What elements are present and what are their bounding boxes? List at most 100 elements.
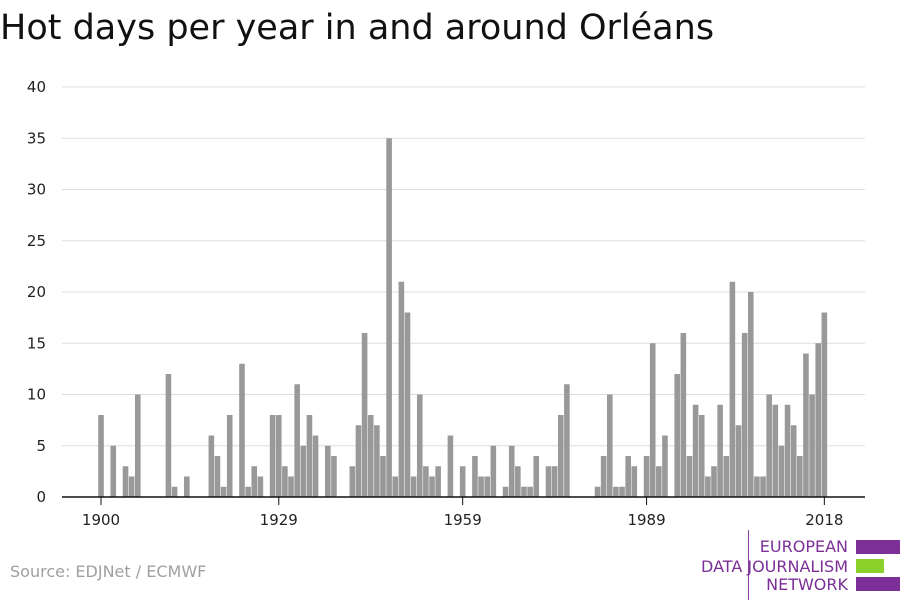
bar-1934 (306, 415, 313, 497)
bar-1995 (680, 333, 687, 497)
bar-2017 (815, 343, 822, 497)
bar-1952 (416, 394, 423, 497)
bar-1924 (245, 486, 251, 497)
x-tick-label-1989: 1989 (627, 511, 665, 529)
bar-1975 (557, 415, 564, 497)
bar-1906 (134, 394, 141, 497)
logo-divider (748, 530, 749, 600)
bar-1931 (288, 476, 294, 497)
bar-2014 (797, 456, 803, 497)
bar-1966 (502, 486, 509, 497)
bar-1925 (251, 466, 258, 497)
bar-1914 (184, 476, 190, 497)
bar-2005 (741, 333, 748, 497)
bar-1963 (484, 476, 490, 497)
x-tick-label-1929: 1929 (260, 511, 298, 529)
bar-1981 (594, 486, 601, 497)
bar-1918 (208, 435, 215, 497)
bar-1998 (698, 415, 705, 497)
bar-2013 (790, 425, 797, 497)
bar-1984 (613, 486, 619, 497)
y-tick-label-10: 10 (27, 386, 46, 404)
bar-1942 (355, 425, 362, 497)
y-tick-label-35: 35 (27, 129, 46, 147)
bar-1987 (631, 466, 638, 497)
logo-line-2: DATA JOURNALISM (701, 557, 848, 576)
bar-1919 (214, 456, 221, 497)
bar-1962 (478, 476, 484, 497)
bar-1996 (686, 456, 693, 497)
bar-1971 (533, 456, 540, 497)
bar-1970 (527, 486, 533, 497)
y-tick-label-0: 0 (36, 488, 46, 506)
bar-1994 (674, 374, 681, 497)
bar-2003 (729, 281, 736, 497)
bar-1976 (564, 384, 570, 497)
bar-1911 (165, 374, 172, 497)
logo-bar-purple-top (856, 540, 900, 554)
bar-1982 (600, 456, 607, 497)
bar-1943 (361, 333, 368, 497)
bar-2002 (723, 456, 730, 497)
source-note: Source: EDJNet / ECMWF (10, 562, 207, 581)
bar-2001 (717, 404, 723, 497)
bar-1949 (398, 281, 405, 497)
bar-1983 (606, 394, 613, 497)
bar-2016 (809, 394, 815, 497)
edjnet-logo: EUROPEAN DATA JOURNALISM NETWORK (660, 530, 900, 600)
x-tick-label-2018: 2018 (805, 511, 843, 529)
bar-2008 (760, 476, 766, 497)
bar-1905 (128, 476, 135, 497)
bar-1944 (367, 415, 374, 497)
bar-1933 (300, 445, 307, 497)
bar-1921 (226, 415, 233, 497)
bar-1904 (122, 466, 129, 497)
bar-1954 (429, 476, 435, 497)
bar-1959 (459, 466, 466, 497)
bar-1973 (545, 466, 552, 497)
bar-1926 (257, 476, 264, 497)
bar-2000 (711, 466, 717, 497)
bar-1941 (349, 466, 356, 497)
bar-1953 (423, 466, 429, 497)
x-tick-label-1900: 1900 (82, 511, 120, 529)
bar-2004 (735, 425, 742, 497)
y-tick-label-20: 20 (27, 283, 46, 301)
bar-1950 (404, 312, 411, 497)
bar-1999 (705, 476, 711, 497)
bar-2009 (766, 394, 772, 497)
bar-2007 (754, 476, 760, 497)
bar-2015 (803, 353, 809, 497)
bar-1946 (380, 456, 386, 497)
bar-1967 (508, 445, 515, 497)
bar-1964 (490, 445, 497, 497)
bar-1986 (625, 456, 631, 497)
x-tick-label-1959: 1959 (444, 511, 482, 529)
logo-line-1: EUROPEAN (759, 537, 848, 556)
bar-1989 (643, 456, 650, 497)
bar-1902 (110, 445, 117, 497)
bar-1932 (294, 384, 300, 497)
bar-1945 (374, 425, 380, 497)
logo-bar-green (856, 559, 884, 573)
bar-1947 (386, 138, 392, 497)
bar-1928 (269, 415, 276, 497)
bar-1957 (447, 435, 454, 497)
bar-1935 (312, 435, 319, 497)
bar-1938 (331, 456, 337, 497)
logo-bar-purple-bottom (856, 577, 900, 591)
bar-1937 (325, 445, 331, 497)
chart-title: Hot days per year in and around Orléans (0, 8, 715, 48)
bar-1991 (656, 466, 662, 497)
bar-1961 (472, 456, 478, 497)
bar-1997 (692, 404, 699, 497)
bar-2012 (784, 404, 791, 497)
bar-1992 (662, 435, 668, 497)
bar-1955 (435, 466, 441, 497)
bar-1948 (392, 476, 399, 497)
bar-1912 (171, 486, 178, 497)
bar-1969 (521, 486, 527, 497)
bar-1951 (410, 476, 417, 497)
